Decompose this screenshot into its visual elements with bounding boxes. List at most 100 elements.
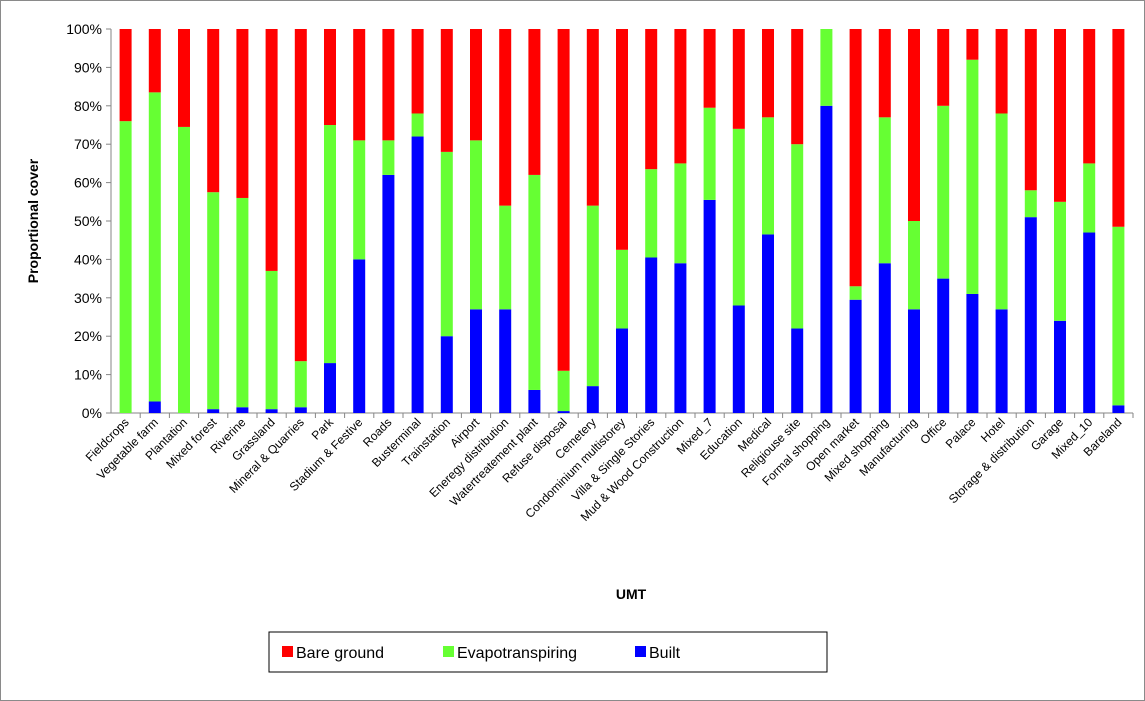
bar-segment-bare-ground bbox=[411, 29, 424, 114]
legend-swatch-built bbox=[635, 646, 646, 657]
bar-segment-bare-ground bbox=[440, 29, 453, 152]
bar-segment-bare-ground bbox=[703, 29, 716, 108]
bar-segment-bare-ground bbox=[645, 29, 658, 170]
bar-segment-bare-ground bbox=[586, 29, 599, 206]
y-tick-label: 10% bbox=[74, 367, 102, 383]
bar-segment-evapotranspiring bbox=[470, 140, 482, 310]
bar-segment-bare-ground bbox=[178, 29, 190, 127]
y-tick-label: 70% bbox=[74, 136, 102, 152]
bar-segment-built bbox=[674, 263, 687, 413]
bar-segment-evapotranspiring bbox=[411, 113, 424, 137]
bar-segment-bare-ground bbox=[148, 29, 161, 93]
bar-segment-bare-ground bbox=[1054, 29, 1066, 202]
bar-segment-evapotranspiring bbox=[908, 221, 920, 310]
bar-segment-bare-ground bbox=[732, 29, 745, 129]
bar-segment-evapotranspiring bbox=[732, 128, 745, 306]
y-tick-label: 100% bbox=[66, 21, 102, 37]
bar-segment-bare-ground bbox=[1083, 29, 1096, 164]
bar-segment-built bbox=[1112, 405, 1125, 413]
bar-segment-evapotranspiring bbox=[995, 113, 1008, 310]
bar-segment-built bbox=[557, 411, 570, 413]
y-axis-title: Proportional cover bbox=[25, 158, 41, 283]
bar-segment-built bbox=[791, 328, 804, 413]
bar-segment-evapotranspiring bbox=[1054, 201, 1066, 321]
bar-segment-built bbox=[1054, 320, 1066, 413]
x-tick-label: Palace bbox=[943, 415, 979, 451]
bar-segment-built bbox=[382, 174, 395, 413]
bar-segment-evapotranspiring bbox=[148, 92, 161, 402]
bar-segment-evapotranspiring bbox=[499, 205, 512, 310]
bar-segment-built bbox=[966, 293, 979, 413]
bar-segment-built bbox=[616, 328, 628, 413]
bar-segment-built bbox=[762, 234, 774, 413]
bar-segment-bare-ground bbox=[236, 29, 249, 198]
bar-segment-bare-ground bbox=[557, 29, 570, 371]
legend-swatch-evapotranspiring bbox=[443, 646, 454, 657]
bar-segment-built bbox=[878, 263, 891, 413]
bar-segment-built bbox=[470, 309, 482, 413]
bar-segment-bare-ground bbox=[470, 29, 482, 141]
legend-label: Built bbox=[649, 645, 681, 662]
bar-segment-built bbox=[353, 259, 366, 413]
bar-segment-evapotranspiring bbox=[324, 125, 336, 364]
bar-segment-bare-ground bbox=[995, 29, 1008, 114]
bar-segment-built bbox=[1024, 217, 1037, 413]
bar-segment-evapotranspiring bbox=[353, 140, 366, 260]
bar-segment-built bbox=[236, 407, 249, 413]
bar-segment-bare-ground bbox=[937, 29, 950, 106]
bar-segment-evapotranspiring bbox=[820, 29, 833, 106]
bar-segment-evapotranspiring bbox=[966, 59, 979, 294]
bar-segment-built bbox=[1083, 232, 1096, 413]
bar-segment-built bbox=[645, 257, 658, 413]
bar-segment-built bbox=[528, 389, 541, 413]
bar-segment-built bbox=[148, 401, 161, 413]
bar-segment-built bbox=[908, 309, 920, 413]
bar-segment-evapotranspiring bbox=[1112, 226, 1125, 406]
bar-segment-evapotranspiring bbox=[791, 144, 804, 329]
y-tick-label: 30% bbox=[74, 290, 102, 306]
bar-segment-evapotranspiring bbox=[178, 126, 190, 414]
bar-segment-evapotranspiring bbox=[528, 174, 541, 390]
bar-segment-bare-ground bbox=[382, 29, 395, 141]
bar-segment-evapotranspiring bbox=[616, 249, 628, 329]
bar-segment-built bbox=[820, 105, 833, 414]
bar-segment-bare-ground bbox=[762, 29, 774, 118]
bar-segment-evapotranspiring bbox=[265, 270, 278, 410]
bar-segment-built bbox=[324, 363, 336, 413]
bar-segment-built bbox=[207, 409, 220, 413]
bar-segment-evapotranspiring bbox=[703, 107, 716, 200]
bar-segment-built bbox=[265, 409, 278, 413]
bar-segment-built bbox=[732, 305, 745, 413]
bar-segment-bare-ground bbox=[528, 29, 541, 175]
bar-segment-bare-ground bbox=[849, 29, 862, 287]
bar-segment-evapotranspiring bbox=[878, 117, 891, 264]
y-tick-label: 90% bbox=[74, 59, 102, 75]
bar-segment-built bbox=[294, 407, 307, 413]
y-tick-label: 20% bbox=[74, 328, 102, 344]
bar-segment-built bbox=[995, 309, 1008, 413]
bar-segment-built bbox=[586, 386, 599, 413]
y-tick-label: 0% bbox=[82, 405, 102, 421]
bar-segment-bare-ground bbox=[1112, 29, 1125, 227]
y-tick-label: 60% bbox=[74, 175, 102, 191]
bar-segment-bare-ground bbox=[966, 29, 979, 60]
y-tick-label: 50% bbox=[74, 213, 102, 229]
x-axis-title: UMT bbox=[616, 586, 647, 602]
bar-segment-bare-ground bbox=[878, 29, 891, 118]
legend-label: Evapotranspiring bbox=[457, 645, 577, 662]
bar-segment-built bbox=[411, 136, 424, 413]
bar-segment-evapotranspiring bbox=[207, 192, 220, 410]
bar-segment-evapotranspiring bbox=[674, 163, 687, 264]
bar-segment-built bbox=[499, 309, 512, 413]
bar-segment-built bbox=[849, 299, 862, 413]
bar-segment-bare-ground bbox=[265, 29, 278, 271]
legend-swatch-bare-ground bbox=[282, 646, 293, 657]
bar-segment-bare-ground bbox=[324, 29, 336, 125]
bar-segment-bare-ground bbox=[674, 29, 687, 164]
y-tick-label: 40% bbox=[74, 251, 102, 267]
bar-segment-evapotranspiring bbox=[1083, 163, 1096, 233]
legend: Bare ground Evapotranspiring Built bbox=[268, 631, 828, 673]
bar-segment-built bbox=[440, 336, 453, 413]
bar-segment-bare-ground bbox=[616, 29, 628, 250]
